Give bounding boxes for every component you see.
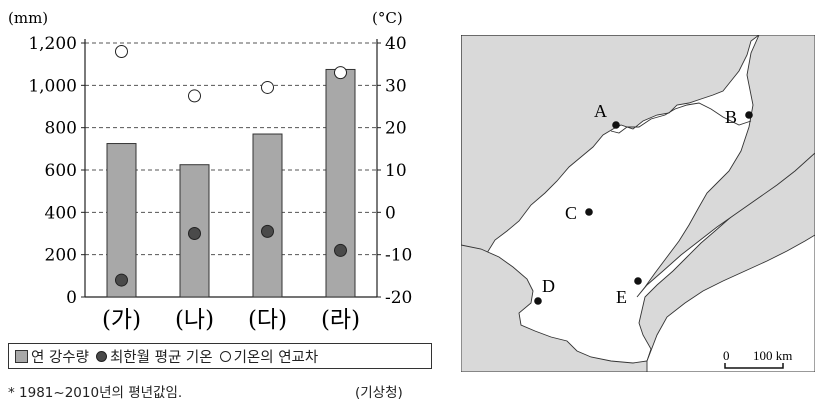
scale-bar: 0 100 km xyxy=(723,348,792,369)
right-tick-label: 30 xyxy=(385,76,407,96)
legend-min-temp: 최한월 평균 기온 xyxy=(95,346,213,367)
point-c-marker xyxy=(585,208,593,216)
map-points: A B C D E xyxy=(534,101,753,307)
point-temp-range xyxy=(334,66,347,80)
scale-label: 100 km xyxy=(753,348,792,363)
point-temp-range xyxy=(188,89,201,103)
left-tick-label: 600 xyxy=(45,161,77,181)
region-map: A B C D E 0 100 km xyxy=(461,35,815,372)
point-d-label: D xyxy=(542,276,555,296)
climate-chart: 0 200 400 600 800 1,000 1,200 -20 -10 0 10 20 30 40 (m… xyxy=(8,9,412,333)
point-c-label: C xyxy=(565,203,577,223)
point-a-marker xyxy=(612,121,620,129)
east-sea xyxy=(636,35,815,298)
left-tick-label: 0 xyxy=(66,288,77,308)
point-b-label: B xyxy=(725,107,737,127)
left-tick-label: 800 xyxy=(45,119,77,139)
bar-precip xyxy=(252,133,283,298)
right-tick-label: 0 xyxy=(385,203,396,223)
legend-min-temp-label: 최한월 평균 기온 xyxy=(109,349,213,366)
point-min-temp xyxy=(115,273,128,287)
point-b-marker xyxy=(745,111,753,119)
footnote: * 1981~2010년의 평년값임. xyxy=(8,385,183,401)
right-tick-label: 10 xyxy=(385,161,407,181)
point-a-label: A xyxy=(594,101,607,121)
right-unit-label: (°C) xyxy=(372,9,403,27)
scale-line xyxy=(724,363,784,369)
scale-zero: 0 xyxy=(723,348,730,363)
point-e-marker xyxy=(634,277,642,285)
left-tick-label: 200 xyxy=(45,246,77,266)
legend-range-label: 기온의 연교차 xyxy=(233,349,319,366)
left-tick-label: 1,200 xyxy=(28,34,77,54)
northern-border xyxy=(610,102,752,134)
category-label: (다) xyxy=(248,307,287,333)
category-label: (나) xyxy=(175,307,214,333)
south-region xyxy=(646,234,815,372)
point-temp-range xyxy=(115,44,128,58)
left-tick-label: 1,000 xyxy=(28,76,77,96)
legend-range: 기온의 연교차 xyxy=(219,346,319,367)
right-tick-label: 40 xyxy=(385,34,407,54)
legend-range-swatch xyxy=(219,350,231,362)
category-label: (라) xyxy=(321,307,360,333)
right-tick-label: 20 xyxy=(385,119,407,139)
chart-legend: 연 강수량 최한월 평균 기온 기온의 연교차 xyxy=(8,343,432,369)
left-tick-label: 400 xyxy=(45,203,77,223)
point-min-temp xyxy=(188,227,201,240)
right-tick-label: -10 xyxy=(385,246,412,266)
point-d-marker xyxy=(534,297,542,305)
legend-precip: 연 강수량 xyxy=(15,346,89,367)
point-e-label: E xyxy=(616,287,627,307)
legend-precip-swatch xyxy=(15,349,28,363)
point-min-temp xyxy=(334,243,347,257)
point-temp-range xyxy=(261,80,274,94)
left-unit-label: (mm) xyxy=(8,9,48,27)
legend-min-temp-swatch xyxy=(95,350,107,362)
source-credit: (기상청) xyxy=(355,385,403,401)
bar-precip xyxy=(325,68,356,298)
right-tick-label: -20 xyxy=(385,288,412,308)
legend-precip-label: 연 강수량 xyxy=(31,349,89,366)
point-min-temp xyxy=(261,224,274,238)
category-label: (가) xyxy=(102,307,141,333)
bar-precip xyxy=(106,143,137,298)
